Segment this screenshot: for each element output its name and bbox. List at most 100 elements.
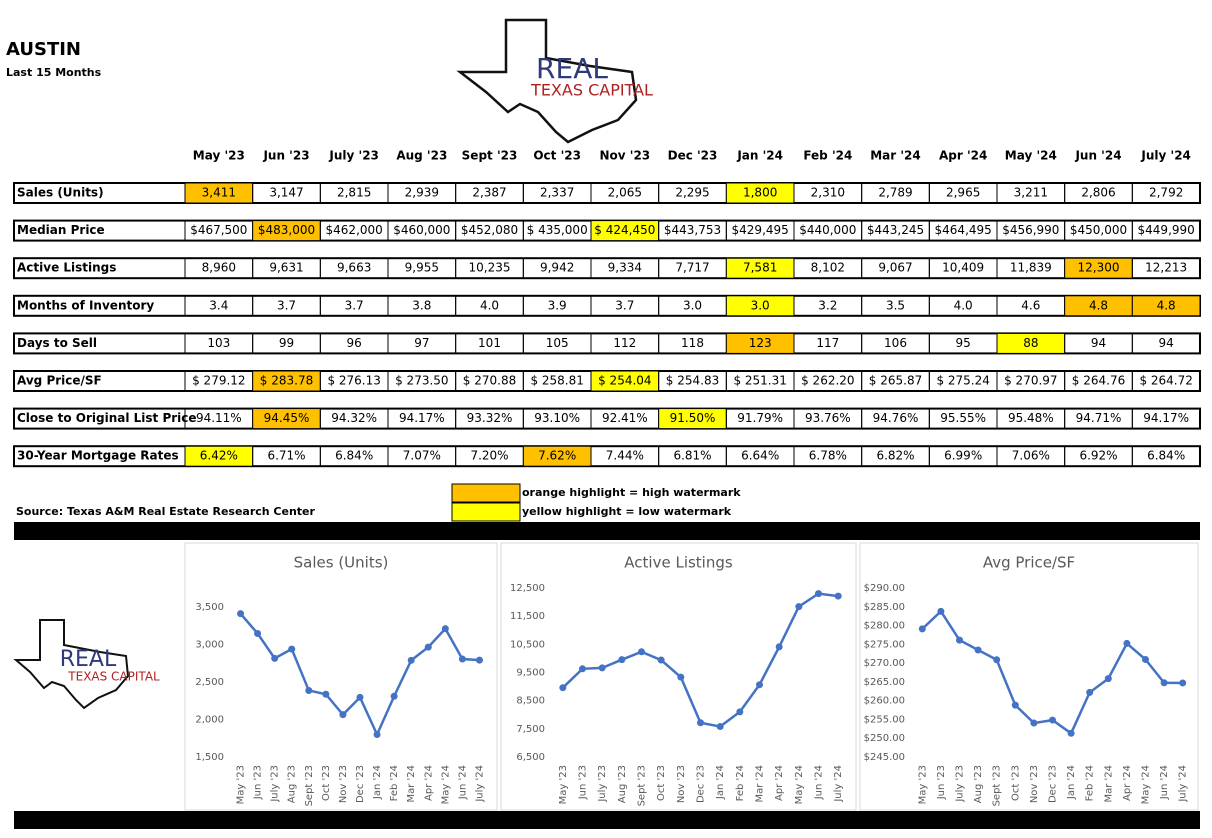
cell-text: 95.48% [1008,411,1054,425]
cell-text: 101 [478,336,501,350]
x-tick-label: May '23 [917,765,928,804]
point [458,655,466,663]
cell-text: 123 [749,336,772,350]
x-tick-label: Mar '24 [755,765,766,803]
x-tick-label: Feb '24 [389,765,400,801]
row-label: Months of Inventory [17,298,154,312]
cell-text: 93.32% [467,411,513,425]
point [390,692,398,700]
x-tick-label: Dec '23 [355,765,366,803]
cell-text: 10,409 [942,261,984,275]
y-tick-label: 6,500 [516,752,545,763]
x-tick-label: Jan '24 [715,765,726,800]
cell-text: 2,295 [675,186,709,200]
point [559,684,567,692]
y-tick-label: $290.00 [864,583,905,594]
row-label: Sales (Units) [17,186,104,200]
legend-yellow: yellow highlight = low watermark [522,505,732,518]
cell-text: 95 [956,336,971,350]
cell-text: $ 258.81 [530,374,583,388]
x-tick-label: Jan '24 [1066,765,1077,800]
cell-text: 3.5 [886,298,905,312]
chart-title: Active Listings [624,554,733,572]
cell-text: 12,300 [1078,261,1120,275]
cell-text: 6.84% [1147,449,1185,463]
cell-text: $ 251.31 [733,374,786,388]
cell-text: 3.0 [683,298,702,312]
column-header: Jan '24 [736,149,783,163]
cell-text: $ 254.04 [598,374,651,388]
point [638,648,645,656]
cell-text: 4.6 [1021,298,1040,312]
cell-text: 3.7 [615,298,634,312]
subtitle: Last 15 Months [6,66,102,79]
cell [1131,332,1201,354]
x-tick-label: Apr '24 [423,765,434,801]
cell-text: 3.8 [412,298,431,312]
x-tick-label: Oct '23 [1010,765,1021,801]
point [254,629,262,637]
cell-text: $456,990 [1002,223,1059,237]
column-header: Jun '23 [262,149,309,163]
x-tick-label: Oct '23 [656,765,667,801]
cell-text: 94.11% [196,411,242,425]
logo-word: REAL [536,52,608,85]
y-tick-label: $275.00 [864,639,905,650]
cell-text: 106 [884,336,907,350]
cell-text: 3.2 [818,298,837,312]
x-tick-label: July '24 [833,765,844,803]
cell-text: 94.17% [1143,411,1189,425]
x-tick-label: May '23 [236,765,247,804]
point [1067,729,1075,737]
cell-text: $467,500 [190,223,247,237]
cell-text: 6.81% [673,449,711,463]
x-tick-label: Jun '23 [936,765,947,800]
cell-text: 9,631 [269,261,303,275]
point [237,610,245,618]
x-tick-label: Mar '24 [406,765,417,803]
cell-text: 95.55% [940,411,986,425]
cell-text: $ 264.72 [1139,374,1192,388]
point [1104,675,1112,683]
x-tick-label: Aug '23 [287,765,298,803]
point [441,625,449,633]
y-tick-label: $285.00 [864,602,905,613]
cell-text: 92.41% [602,411,648,425]
cell-text: 7.07% [403,449,441,463]
cell-text: 2,792 [1149,186,1183,200]
cell-text: $ 265.87 [869,374,922,388]
y-tick-label: $280.00 [864,621,905,632]
x-tick-label: July '23 [597,765,608,803]
cell-text: 6.82% [876,449,914,463]
cell-text: 91.50% [670,411,716,425]
cell-text: 2,387 [472,186,506,200]
y-tick-label: $255.00 [864,714,905,725]
cell-text: 99 [279,336,294,350]
logo-sub: TEXAS CAPITAL [67,670,160,684]
chart-panel [859,542,1199,811]
cell-text: 7.06% [1012,449,1050,463]
cell-text: $443,753 [664,223,721,237]
source: Source: Texas A&M Real Estate Research C… [16,505,316,518]
column-header: Aug '23 [396,149,447,163]
cell-text: 4.8 [1089,298,1108,312]
cell-text: $449,990 [1138,223,1195,237]
cell-text: 7,581 [743,261,777,275]
x-tick-label: Jun '24 [1159,765,1170,800]
cell-text: $ 283.78 [260,374,313,388]
cell-text: 7,717 [675,261,709,275]
cell-text: $ 279.12 [192,374,245,388]
x-tick-label: Jun '24 [814,765,825,800]
x-tick-label: Nov '23 [676,765,687,803]
cell-text: 93.76% [805,411,851,425]
point [937,607,945,615]
y-tick-label: 11,500 [510,611,545,622]
cell-text: $ 424,450 [594,223,655,237]
logo-outline [13,619,130,710]
cell [1131,220,1201,242]
cell-text: $460,000 [393,223,450,237]
point [736,708,744,716]
y-tick-label: $245.00 [864,752,905,763]
cell-text: $462,000 [326,223,383,237]
cell-text: $452,080 [461,223,518,237]
